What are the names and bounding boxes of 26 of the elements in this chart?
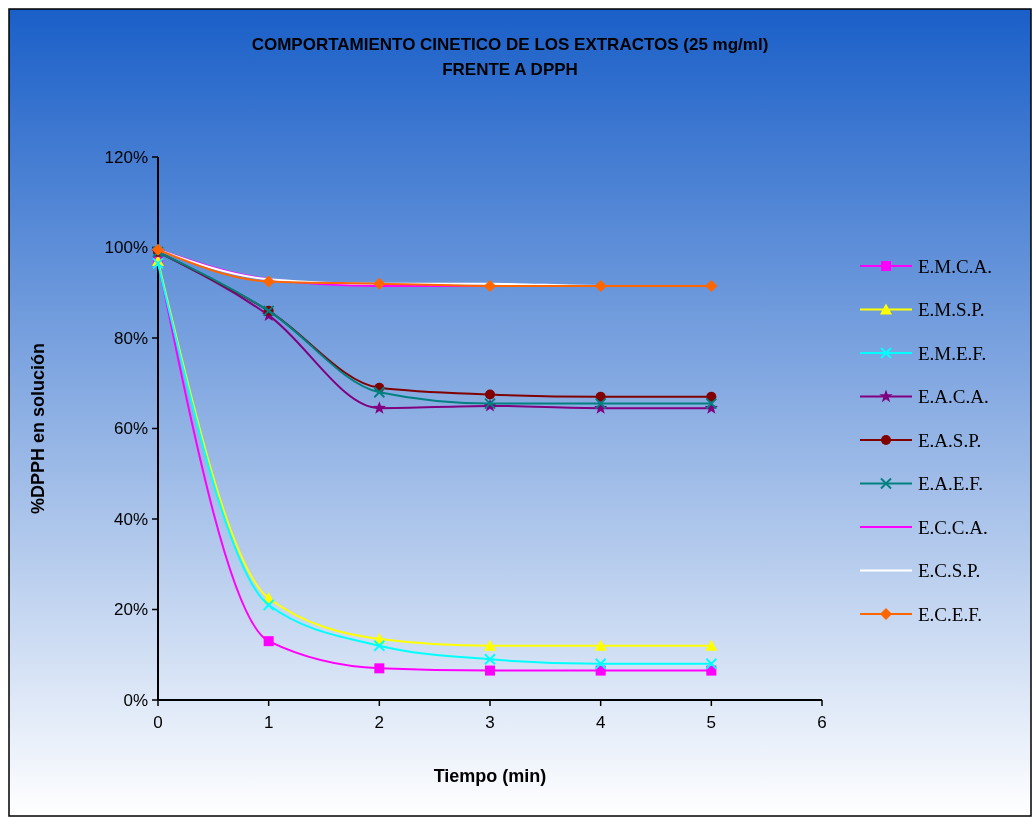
- legend-label: E.A.E.F.: [918, 473, 983, 495]
- chart-title: COMPORTAMIENTO CINETICO DE LOS EXTRACTOS (25 mg/ml) FRENTE A DPPH: [251, 35, 769, 79]
- legend-label: E.C.S.P.: [918, 560, 981, 582]
- x-axis-title: Tiempo (min): [433, 766, 547, 786]
- x-tick-label: 0: [153, 713, 163, 732]
- y-tick-label: 0%: [123, 690, 148, 710]
- y-tick-label: 40%: [113, 509, 148, 529]
- x-tick-label: 3: [485, 713, 495, 732]
- x-tick-label: 6: [817, 713, 827, 732]
- legend-label: E.A.C.A.: [918, 386, 989, 408]
- y-tick-label: 20%: [113, 600, 148, 620]
- x-tick-label: 5: [706, 713, 717, 732]
- y-tick-label: 60%: [113, 419, 148, 439]
- legend-label: E.A.S.P.: [918, 429, 982, 451]
- y-tick-label: 80%: [113, 328, 148, 348]
- y-axis-title: %DPPH en solución: [28, 342, 48, 515]
- legend-label: E.C.C.A.: [918, 516, 988, 538]
- x-tick-label: 1: [263, 713, 274, 732]
- x-tick-label: 4: [595, 713, 606, 732]
- legend-label: E.C.E.F.: [918, 603, 982, 625]
- legend-label: E.M.E.F.: [918, 342, 987, 364]
- legend-label: E.M.C.A.: [918, 255, 992, 277]
- y-tick-label: 100%: [104, 238, 148, 258]
- legend-label: E.M.S.P.: [918, 299, 985, 321]
- y-tick-label: 120%: [104, 147, 148, 167]
- x-tick-label: 2: [374, 713, 385, 732]
